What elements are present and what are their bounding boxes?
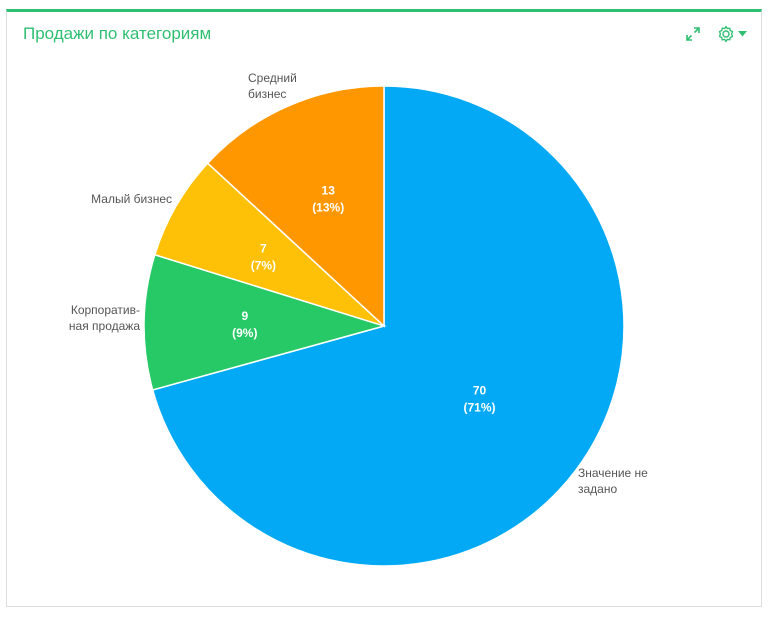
slice-category-label: Средний бизнес: [248, 71, 297, 101]
slice-value-label: 9 (9%): [232, 309, 257, 340]
pie-slice[interactable]: [206, 85, 385, 328]
slice-category-label: Малый бизнес: [91, 192, 172, 206]
slice-value-label: 7 (7%): [251, 241, 276, 272]
widget-title: Продажи по категориям: [23, 24, 212, 43]
gear-icon: [717, 25, 735, 43]
settings-dropdown-button[interactable]: [717, 24, 747, 44]
pie-slice[interactable]: [153, 162, 385, 327]
expand-icon[interactable]: [685, 24, 701, 44]
slice-value-label: 70 (71%): [463, 384, 495, 415]
pie-slice[interactable]: [151, 85, 625, 567]
slice-category-label: Значение не задано: [578, 466, 648, 496]
pie-slice[interactable]: [143, 253, 387, 391]
caret-down-icon: [738, 31, 747, 37]
slice-value-label: 13 (13%): [312, 184, 344, 215]
slice-category-label: Корпоратив-ная продажа: [69, 303, 140, 333]
